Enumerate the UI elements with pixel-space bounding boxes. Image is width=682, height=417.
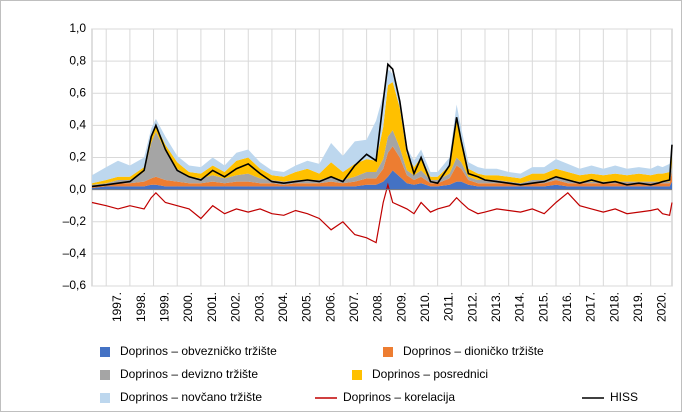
- x-tick-label: 2001.: [205, 292, 219, 322]
- y-tick-label: 0,6: [69, 85, 86, 99]
- legend-swatch: [100, 347, 110, 357]
- x-tick-label: 2009.: [394, 292, 408, 322]
- x-tick-label: 2003.: [252, 292, 266, 322]
- x-tick-label: 2019.: [631, 292, 645, 322]
- legend-label: Doprinos – posrednici: [372, 367, 488, 381]
- x-tick-label: 2008.: [371, 292, 385, 322]
- area: [92, 170, 672, 190]
- area: [92, 82, 672, 185]
- x-tick-label: 2004.: [276, 292, 290, 322]
- x-tick-label: 1997.: [110, 292, 124, 322]
- area: [92, 146, 672, 188]
- legend-label: Doprinos – devizno tržište: [120, 367, 258, 381]
- y-tick-label: 1,0: [69, 21, 86, 35]
- legend-swatch: [352, 370, 362, 380]
- x-tick-label: 1998.: [134, 292, 148, 322]
- x-tick-label: 2016.: [560, 292, 574, 322]
- y-tick-label: 0,2: [69, 150, 86, 164]
- x-tick-label: 2002.: [229, 292, 243, 322]
- legend-label: Doprinos – korelacija: [343, 390, 455, 404]
- y-tick-label: 0,4: [69, 118, 86, 132]
- line: [91, 62, 673, 188]
- x-tick-label: 2014.: [513, 292, 527, 322]
- x-tick-label: 1999.: [158, 292, 172, 322]
- legend-label: HISS: [610, 390, 638, 404]
- legend-swatch: [100, 393, 110, 403]
- x-tick-label: 2017.: [584, 292, 598, 322]
- x-tick-label: 2011.: [442, 292, 456, 321]
- x-tick-label: 2010.: [418, 292, 432, 322]
- x-tick-label: 2015.: [536, 292, 550, 322]
- x-tick-label: 2005.: [300, 292, 314, 322]
- legend-label: Doprinos – dioničko tržište: [403, 344, 544, 358]
- x-tick-label: 2013.: [489, 292, 503, 322]
- y-tick-label: 0,8: [69, 53, 86, 67]
- x-tick-label: 2006.: [323, 292, 337, 322]
- y-tick-label: –0,2: [63, 214, 87, 228]
- x-tick-label: 2007.: [347, 292, 361, 322]
- x-tick-label: 2020.: [655, 292, 669, 322]
- line: [91, 182, 673, 244]
- x-tick-label: 2000.: [181, 292, 195, 322]
- x-tick-label: 2012.: [465, 292, 479, 322]
- x-tick-label: 2018.: [607, 292, 621, 322]
- y-tick-label: 0,0: [69, 182, 86, 196]
- legend-swatch: [100, 370, 110, 380]
- legend-swatch: [383, 347, 393, 357]
- area: [92, 69, 672, 184]
- legend-label: Doprinos – obvezničko tržište: [120, 344, 277, 358]
- y-tick-label: –0,6: [63, 278, 87, 292]
- y-tick-label: –0,4: [63, 246, 87, 260]
- legend-label: Doprinos – novčano tržište: [120, 390, 262, 404]
